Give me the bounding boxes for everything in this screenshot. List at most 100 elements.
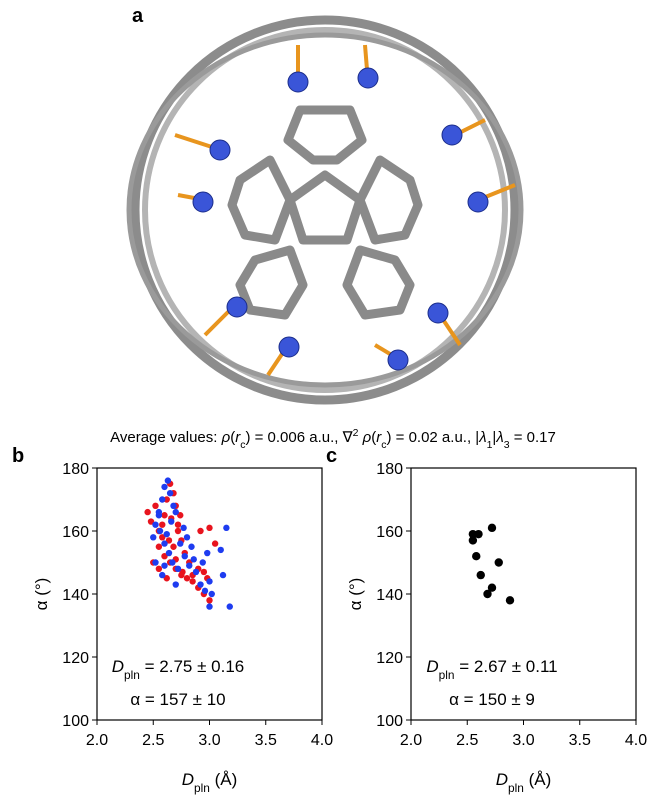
point bbox=[197, 527, 204, 535]
panel-label: b bbox=[12, 445, 24, 467]
point bbox=[170, 502, 177, 509]
point bbox=[476, 570, 485, 580]
x-tick-label: 2.0 bbox=[400, 732, 422, 749]
point bbox=[159, 534, 166, 541]
y-tick-label: 120 bbox=[376, 650, 403, 667]
point bbox=[179, 568, 186, 576]
point bbox=[494, 558, 503, 567]
point bbox=[487, 583, 497, 592]
point bbox=[468, 536, 478, 545]
text-segment: α = 150 ± 9 bbox=[449, 690, 535, 709]
point bbox=[177, 540, 184, 547]
text-segment: c bbox=[381, 439, 386, 451]
x-tick-label: 2.5 bbox=[456, 732, 478, 749]
panel-label: c bbox=[326, 445, 337, 467]
text-segment: λ bbox=[495, 429, 503, 446]
point bbox=[219, 571, 227, 579]
text-segment: α = 157 ± 10 bbox=[130, 690, 225, 709]
point bbox=[474, 529, 483, 539]
point bbox=[150, 534, 157, 541]
point bbox=[190, 556, 197, 563]
y-axis-label: α (°) bbox=[346, 578, 365, 611]
point bbox=[164, 477, 172, 484]
point bbox=[163, 575, 170, 582]
text-segment: 2 bbox=[353, 427, 359, 439]
point bbox=[206, 597, 213, 604]
point bbox=[188, 543, 195, 550]
point bbox=[206, 578, 213, 585]
y-tick-label: 160 bbox=[62, 524, 89, 541]
point bbox=[147, 518, 155, 525]
point bbox=[155, 508, 163, 516]
point bbox=[172, 581, 179, 588]
point bbox=[226, 603, 233, 610]
point bbox=[483, 589, 492, 599]
annotation: α = 157 ± 10 bbox=[130, 690, 225, 709]
point bbox=[166, 490, 174, 497]
point bbox=[186, 562, 193, 569]
point bbox=[161, 512, 168, 519]
point bbox=[165, 549, 173, 557]
point bbox=[201, 587, 209, 595]
text-segment: pln bbox=[439, 668, 455, 682]
point bbox=[152, 521, 159, 528]
x-tick-label: 2.5 bbox=[142, 732, 164, 749]
y-tick-label: 100 bbox=[62, 713, 89, 730]
annotation: Dpln = 2.75 ± 0.16 bbox=[112, 657, 244, 682]
text-segment: = 0.17 bbox=[510, 429, 556, 446]
point bbox=[170, 543, 177, 550]
point bbox=[211, 540, 219, 547]
panel-label: a bbox=[132, 5, 144, 27]
x-tick-label: 3.0 bbox=[512, 732, 534, 749]
text-segment: = 2.67 ± 0.11 bbox=[455, 657, 558, 676]
point bbox=[174, 527, 182, 535]
point bbox=[181, 553, 188, 560]
text-segment: D bbox=[182, 770, 194, 789]
point bbox=[172, 508, 179, 516]
point bbox=[163, 530, 170, 538]
point bbox=[152, 559, 159, 566]
point bbox=[152, 502, 159, 509]
point bbox=[169, 559, 176, 566]
point bbox=[177, 512, 184, 519]
y-tick-label: 140 bbox=[62, 587, 89, 604]
text-segment: pln bbox=[194, 781, 210, 795]
text-segment: pln bbox=[124, 668, 140, 682]
caption: Average values: ρ(rc) = 0.006 a.u., ∇2 ρ… bbox=[110, 427, 556, 451]
point bbox=[206, 524, 213, 532]
annotation: α = 150 ± 9 bbox=[449, 690, 535, 709]
point bbox=[183, 575, 191, 582]
text-segment: pln bbox=[508, 781, 524, 795]
text-segment: ρ bbox=[221, 429, 231, 446]
point bbox=[180, 524, 187, 532]
plot-frame bbox=[410, 467, 637, 721]
x-tick-label: 4.0 bbox=[625, 732, 647, 749]
x-axis-label: Dpln (Å) bbox=[182, 770, 238, 795]
x-tick-label: 2.0 bbox=[86, 732, 108, 749]
text-segment: D bbox=[496, 770, 508, 789]
point bbox=[183, 534, 191, 541]
text-segment: c bbox=[240, 439, 245, 451]
point bbox=[165, 537, 173, 544]
y-tick-label: 160 bbox=[376, 524, 403, 541]
point bbox=[200, 568, 208, 576]
point bbox=[189, 578, 196, 585]
point bbox=[144, 508, 151, 516]
text-segment: ( bbox=[371, 429, 376, 446]
point bbox=[155, 543, 163, 550]
text-segment: ρ bbox=[362, 429, 372, 446]
text-segment: | bbox=[492, 429, 496, 446]
text-segment: (Å) bbox=[524, 770, 551, 789]
point bbox=[159, 496, 166, 503]
y-axis-label: α (°) bbox=[32, 578, 51, 611]
x-tick-label: 3.5 bbox=[569, 732, 591, 749]
x-tick-label: 3.5 bbox=[255, 732, 277, 749]
point bbox=[505, 596, 515, 605]
point bbox=[199, 559, 206, 566]
point bbox=[163, 496, 170, 503]
x-axis-label: Dpln (Å) bbox=[496, 770, 552, 795]
y-tick-label: 180 bbox=[62, 461, 89, 478]
point bbox=[217, 546, 224, 554]
y-tick-label: 140 bbox=[376, 587, 403, 604]
y-tick-label: 100 bbox=[376, 713, 403, 730]
